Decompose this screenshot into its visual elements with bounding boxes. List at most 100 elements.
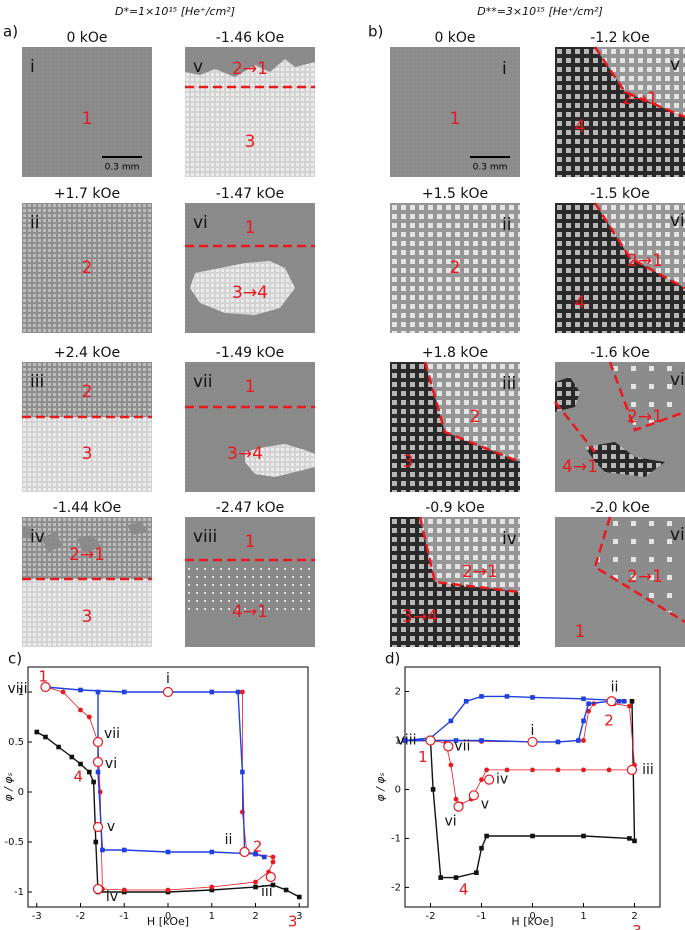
region-label: 4	[459, 880, 469, 898]
region-label: 4	[575, 117, 586, 137]
field-label: 0 kOe	[434, 30, 475, 46]
region-label: 1	[575, 622, 586, 642]
panel-label: a)	[3, 23, 18, 41]
y-tick-label: -1	[14, 887, 24, 898]
micrograph-bg	[390, 47, 520, 177]
state-label: i	[30, 57, 35, 77]
region-label: 1	[245, 532, 256, 552]
x-tick-label: 1	[209, 911, 215, 922]
state-label: iii	[261, 884, 273, 900]
field-label: -1.46 kOe	[216, 30, 284, 46]
y-tick-label: 0	[395, 784, 401, 795]
state-point	[468, 790, 479, 801]
y-tick-label: 2	[395, 686, 401, 697]
field-label: -1.47 kOe	[216, 186, 284, 202]
micrograph-bg	[22, 47, 152, 177]
state-label: vi	[193, 213, 208, 233]
region-label: 1	[245, 377, 256, 397]
region-label: 1	[39, 668, 49, 686]
data-line	[402, 694, 627, 745]
state-point	[453, 801, 464, 812]
state-point	[239, 846, 250, 858]
region-label: 3	[82, 444, 93, 464]
state-point	[162, 686, 174, 698]
region-label: 2→1	[232, 59, 268, 79]
region-label: 3	[245, 132, 256, 152]
region-label: 4→1	[562, 457, 598, 477]
domain-region	[185, 47, 315, 77]
state-label: v	[193, 57, 203, 77]
micrograph: i 1 0.3 mm	[390, 47, 520, 177]
domain-region	[390, 362, 520, 492]
state-label: vi	[105, 756, 117, 772]
x-tick-label: 2	[631, 911, 637, 922]
state-label: iii	[502, 374, 516, 394]
state-point	[40, 681, 51, 693]
y-axis-label: φ / φₛ	[2, 772, 15, 801]
data-line	[34, 729, 302, 900]
domain-region	[595, 47, 685, 117]
domain-region	[585, 442, 665, 477]
field-label: -1.6 kOe	[590, 345, 650, 361]
field-label: -1.44 kOe	[53, 500, 121, 516]
data-line	[402, 698, 637, 880]
field-label: -2.0 kOe	[590, 500, 650, 516]
region-label: 2→1	[462, 562, 498, 582]
state-label: viii	[670, 525, 685, 545]
region-label: 3	[288, 913, 298, 930]
domain-region	[610, 362, 685, 430]
state-point	[92, 736, 104, 748]
region-label: 1	[450, 109, 461, 129]
state-label: vii	[104, 726, 120, 742]
y-axis-label: φ / φₛ	[374, 772, 387, 801]
state-label: i	[531, 723, 535, 739]
region-label: 2	[604, 711, 614, 729]
state-point	[265, 871, 276, 883]
region-label: 1	[82, 109, 93, 129]
region-label: 3→4	[232, 283, 268, 303]
state-label: viii	[8, 681, 28, 697]
state-label: i	[166, 671, 170, 687]
domain-region	[595, 517, 685, 622]
state-label: v	[107, 819, 115, 835]
data-line	[402, 698, 637, 807]
panel-label: d)	[385, 650, 400, 668]
plot-frame	[27, 666, 309, 908]
region-label: 4	[74, 768, 84, 786]
x-tick-label: -2	[76, 911, 86, 922]
micrograph-bg	[390, 203, 520, 333]
state-label: ii	[225, 832, 233, 848]
micrograph: vi 1 3→4	[185, 203, 315, 333]
region-label: 2→1	[627, 407, 663, 427]
domain-region	[22, 362, 152, 417]
data-line	[43, 684, 267, 860]
domain-boundary	[554, 401, 596, 453]
field-label: -1.2 kOe	[590, 30, 650, 46]
domain-boundary	[593, 516, 685, 624]
state-label: iv	[502, 529, 517, 549]
x-tick-label: 3	[296, 911, 302, 922]
region-label: 3	[82, 607, 93, 627]
region-label: 4	[575, 293, 586, 313]
state-label: iv	[106, 889, 118, 905]
micrograph: viii 1 4→1	[185, 517, 315, 647]
micrograph: iv2→1 3→4	[390, 516, 521, 647]
region-label: 2→1	[622, 89, 658, 109]
field-label: +1.5 kOe	[422, 186, 488, 202]
domain-boundary	[608, 361, 685, 432]
state-point	[606, 696, 617, 707]
micrograph: vii 2→1 4→1	[554, 361, 685, 492]
region-label: 3→4	[402, 607, 438, 627]
field-label: -0.9 kOe	[425, 500, 485, 516]
state-point	[425, 735, 436, 746]
x-tick-label: 1	[580, 911, 586, 922]
region-label: 2	[82, 382, 93, 402]
domain-boundary	[593, 46, 685, 119]
field-label: 0 kOe	[66, 30, 107, 46]
y-tick-label: 1	[18, 687, 24, 698]
field-label: +2.4 kOe	[54, 345, 120, 361]
domain-region	[22, 527, 34, 539]
y-tick-label: 0.5	[8, 737, 24, 748]
x-tick-label: 0	[165, 911, 171, 922]
